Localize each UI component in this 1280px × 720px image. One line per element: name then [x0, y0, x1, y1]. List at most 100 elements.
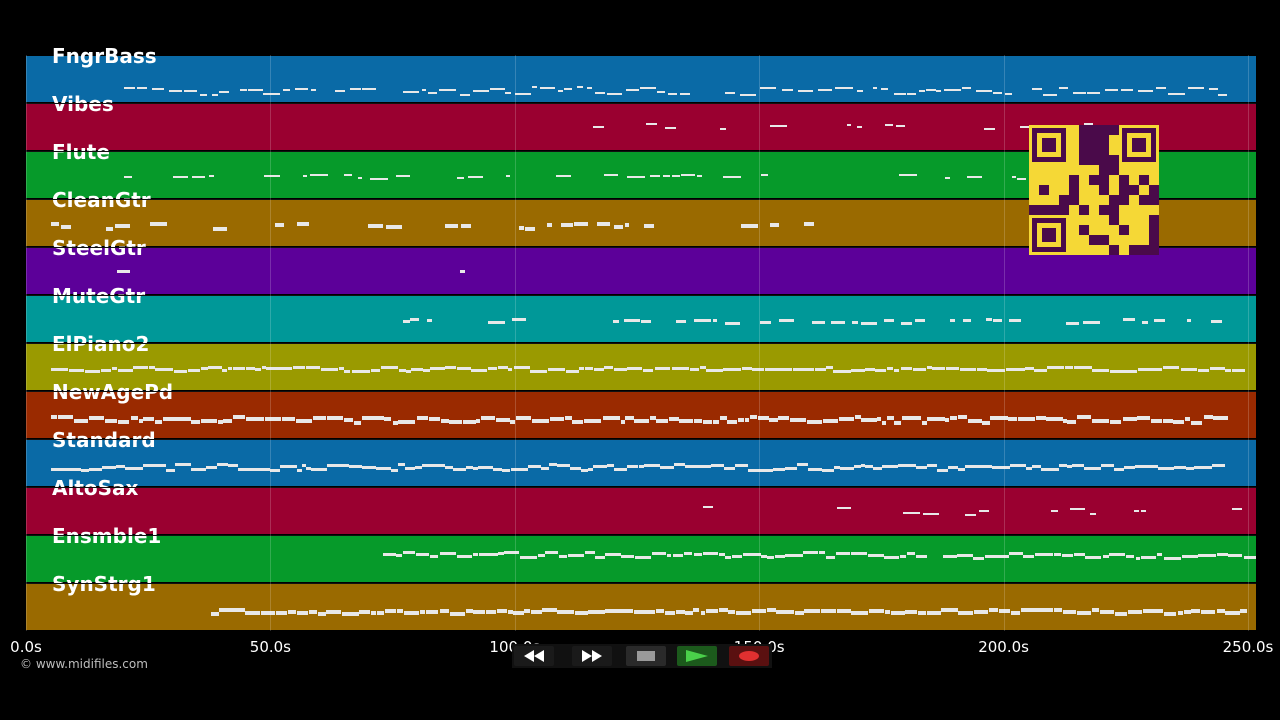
note — [247, 88, 263, 91]
note — [776, 609, 790, 614]
note — [725, 91, 735, 94]
note — [702, 506, 714, 509]
note — [984, 127, 995, 130]
note — [694, 419, 703, 424]
note — [826, 556, 835, 560]
note — [152, 88, 165, 91]
note — [779, 318, 794, 322]
stop-button[interactable] — [626, 646, 666, 666]
note — [245, 417, 264, 422]
note — [1042, 93, 1058, 96]
note — [1123, 318, 1135, 322]
note — [1201, 610, 1216, 615]
note — [772, 468, 785, 472]
note — [565, 369, 579, 373]
note — [607, 463, 615, 467]
note — [667, 93, 678, 96]
note — [986, 318, 992, 322]
note — [865, 464, 873, 468]
note — [439, 552, 457, 556]
note — [644, 464, 661, 468]
note — [985, 555, 996, 559]
note — [296, 419, 313, 424]
note — [968, 419, 982, 424]
note — [706, 369, 724, 373]
note — [450, 611, 466, 616]
note — [881, 420, 886, 425]
note — [287, 610, 296, 615]
note — [850, 611, 869, 616]
note — [219, 91, 230, 94]
note — [614, 468, 627, 472]
note — [823, 419, 838, 424]
note — [1065, 321, 1079, 325]
note — [132, 366, 148, 370]
note — [1102, 555, 1109, 559]
note — [900, 366, 913, 370]
note — [1167, 93, 1185, 96]
note — [179, 417, 191, 422]
track-label: SteelGtr — [52, 236, 146, 260]
note — [440, 419, 450, 424]
note — [398, 463, 405, 467]
transport-controls — [512, 644, 772, 668]
note — [884, 319, 894, 323]
note — [297, 468, 302, 472]
note — [354, 420, 361, 425]
note — [486, 609, 496, 614]
note — [1158, 466, 1175, 470]
track-altosax — [26, 488, 1256, 534]
note — [699, 366, 706, 370]
note — [1198, 368, 1210, 372]
note — [467, 175, 483, 178]
note — [570, 466, 582, 470]
note — [310, 89, 317, 92]
note — [1025, 466, 1033, 470]
note — [613, 368, 627, 372]
note — [313, 415, 326, 420]
note — [530, 609, 542, 614]
qr-code-icon — [1029, 125, 1159, 255]
note — [493, 467, 502, 471]
note — [444, 466, 453, 470]
track-label: FngrBass — [52, 44, 157, 68]
note — [64, 467, 81, 471]
note — [497, 551, 504, 555]
note — [1051, 509, 1058, 512]
play-button[interactable] — [677, 646, 717, 666]
note — [548, 367, 566, 371]
note — [1225, 369, 1232, 373]
rewind-button[interactable] — [514, 646, 554, 666]
note — [1153, 318, 1165, 322]
note — [398, 419, 416, 424]
note — [1005, 367, 1012, 371]
note — [1121, 89, 1134, 92]
note — [473, 609, 486, 614]
note — [760, 321, 771, 325]
note — [421, 88, 427, 91]
note — [1065, 366, 1073, 370]
note — [1110, 419, 1122, 424]
note — [693, 608, 700, 613]
note — [422, 464, 435, 468]
note — [804, 609, 820, 614]
note — [162, 417, 180, 422]
note — [896, 124, 905, 127]
note — [115, 465, 126, 469]
note — [568, 553, 585, 557]
note — [1073, 91, 1086, 94]
note — [480, 415, 489, 420]
note — [102, 466, 116, 470]
note — [975, 90, 992, 93]
note — [1198, 554, 1216, 557]
note — [261, 366, 267, 370]
note — [728, 610, 735, 615]
note — [718, 553, 725, 557]
note — [749, 415, 758, 420]
track-label: CleanGtr — [52, 188, 151, 212]
note — [415, 466, 423, 470]
record-button[interactable] — [729, 646, 769, 666]
fast-forward-button[interactable] — [572, 646, 612, 666]
note — [725, 556, 731, 560]
note — [1180, 368, 1198, 372]
